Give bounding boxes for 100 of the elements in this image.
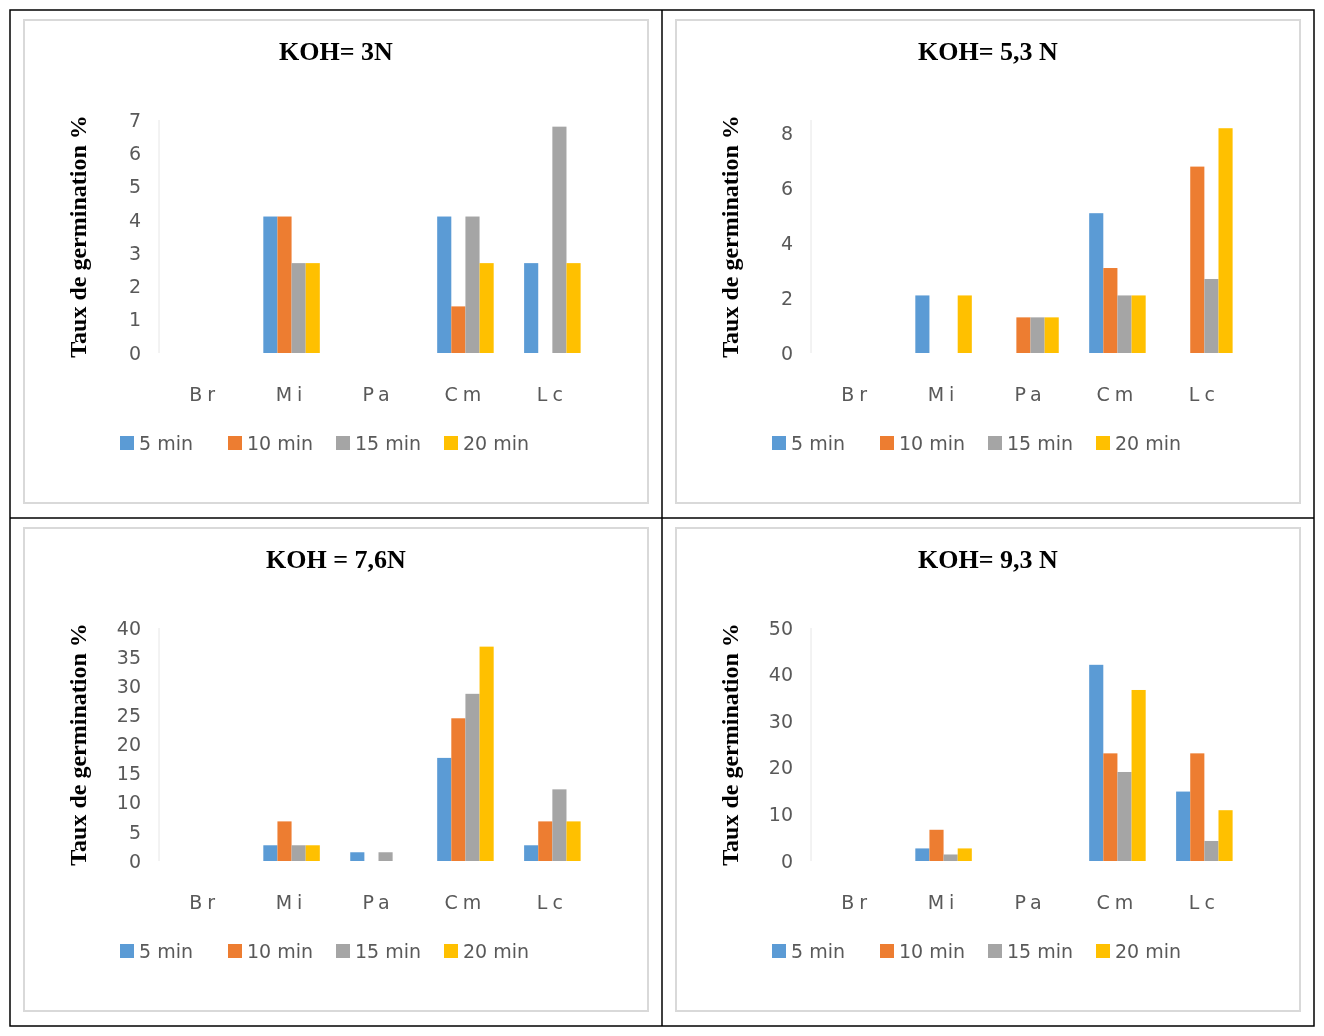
bar	[524, 845, 539, 861]
x-tick-label: Br	[189, 383, 221, 405]
y-tick-label: 5	[128, 820, 141, 843]
y-tick-label: 0	[128, 341, 141, 364]
bar	[1030, 317, 1045, 353]
bar	[1204, 278, 1219, 353]
x-tick-label: Pa	[362, 383, 395, 405]
x-tick-label: Br	[841, 383, 873, 405]
y-tick-label: 1	[128, 308, 141, 331]
bar	[437, 757, 452, 861]
bar	[1103, 753, 1118, 861]
bar	[1204, 840, 1219, 861]
x-tick-label: Lc	[536, 383, 568, 405]
chart-title: KOH= 9,3 N	[918, 545, 1059, 574]
x-tick-label: Mi	[927, 383, 960, 405]
y-tick-label: 35	[116, 645, 141, 668]
bar	[1218, 128, 1233, 353]
bar	[915, 848, 930, 861]
bar	[1044, 317, 1059, 353]
legend-label: 20 min	[463, 431, 530, 454]
bar	[1190, 753, 1205, 861]
bar	[915, 295, 930, 353]
x-tick-label: Br	[189, 891, 221, 913]
legend-label: 5 min	[139, 431, 193, 454]
y-axis-title: Taux de germination %	[717, 623, 743, 866]
bar	[291, 263, 306, 353]
bar	[1218, 810, 1233, 861]
bar	[957, 295, 972, 353]
legend-label: 15 min	[355, 431, 422, 454]
y-tick-label: 20	[116, 733, 141, 756]
bar	[1016, 317, 1031, 353]
bar	[277, 216, 292, 353]
bar	[943, 854, 958, 861]
x-tick-label: Pa	[1014, 383, 1047, 405]
legend-label: 10 min	[899, 939, 966, 962]
bar	[552, 789, 567, 861]
y-tick-label: 6	[780, 177, 793, 200]
y-axis-title: Taux de germination %	[65, 115, 91, 358]
bar	[465, 693, 480, 861]
legend-label: 20 min	[463, 939, 530, 962]
bar	[1131, 689, 1146, 861]
y-axis-title: Taux de germination %	[65, 623, 91, 866]
y-tick-label: 40	[116, 616, 141, 639]
legend-label: 10 min	[247, 431, 314, 454]
y-tick-label: 0	[128, 849, 141, 872]
y-tick-label: 4	[780, 232, 793, 254]
bar	[1131, 295, 1146, 353]
y-tick-label: 2	[780, 286, 793, 309]
legend-label: 20 min	[1115, 939, 1182, 962]
legend-label: 5 min	[791, 939, 845, 962]
bar	[350, 852, 365, 861]
y-tick-label: 30	[768, 709, 793, 732]
bar	[277, 821, 292, 861]
bar	[1176, 791, 1191, 861]
legend-label: 15 min	[355, 939, 422, 962]
x-tick-label: Mi	[275, 891, 308, 913]
legend-label: 15 min	[1007, 431, 1074, 454]
bar	[263, 216, 278, 353]
x-tick-label: Cm	[1096, 891, 1139, 913]
legend-label: 5 min	[791, 431, 845, 454]
chart-title: KOH= 5,3 N	[918, 37, 1059, 66]
x-tick-label: Lc	[536, 891, 568, 913]
y-tick-label: 3	[128, 241, 141, 264]
legend-label: 10 min	[899, 431, 966, 454]
x-tick-label: Mi	[927, 891, 960, 913]
bar	[305, 263, 320, 353]
y-tick-label: 6	[128, 141, 141, 164]
y-tick-label: 7	[128, 108, 141, 131]
bar	[1089, 664, 1104, 861]
y-tick-label: 40	[768, 663, 793, 686]
bar	[929, 829, 944, 861]
bar	[566, 821, 581, 861]
x-tick-label: Lc	[1188, 891, 1220, 913]
bar	[465, 216, 480, 353]
y-tick-label: 50	[768, 616, 793, 639]
bar	[263, 845, 278, 861]
x-tick-label: Mi	[275, 383, 308, 405]
x-tick-label: Cm	[444, 383, 487, 405]
bar	[437, 216, 452, 353]
bar	[291, 845, 306, 861]
legend-label: 10 min	[247, 939, 314, 962]
y-tick-label: 10	[768, 803, 793, 826]
x-tick-label: Pa	[362, 891, 395, 913]
bar	[1117, 295, 1132, 353]
chart-title: KOH = 7,6N	[266, 545, 407, 574]
bar	[451, 306, 466, 353]
y-tick-label: 30	[116, 674, 141, 697]
y-tick-label: 5	[128, 175, 141, 198]
legend-label: 15 min	[1007, 939, 1074, 962]
bar	[566, 263, 581, 353]
bar	[451, 718, 466, 861]
y-tick-label: 15	[116, 762, 141, 785]
y-tick-label: 2	[128, 275, 141, 298]
x-tick-label: Cm	[1096, 383, 1139, 405]
y-tick-label: 10	[116, 791, 141, 814]
legend-label: 5 min	[139, 939, 193, 962]
bar	[1103, 268, 1118, 353]
legend-label: 20 min	[1115, 431, 1182, 454]
chart-title: KOH= 3N	[279, 37, 394, 66]
y-tick-label: 0	[780, 341, 793, 364]
